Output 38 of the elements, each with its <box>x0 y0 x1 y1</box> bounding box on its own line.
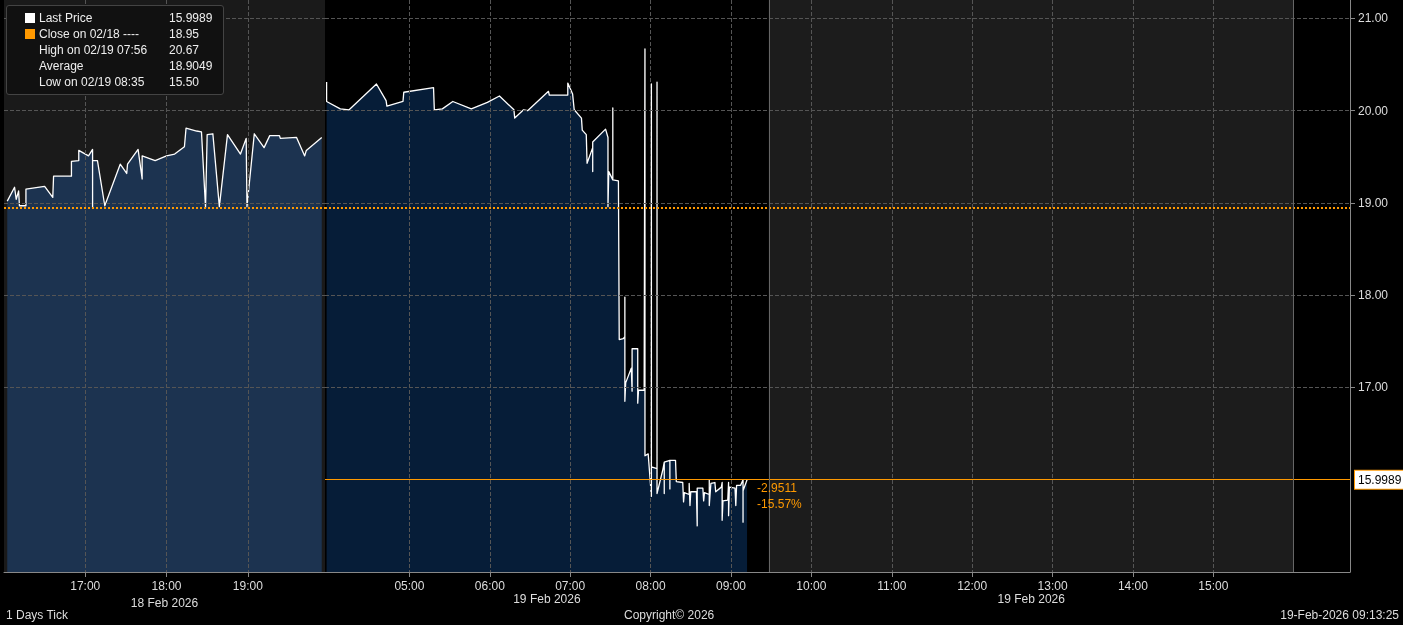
x-tick-label: 09:00 <box>715 579 747 593</box>
annotation: 20.67 <box>169 42 200 58</box>
x-tick-label: 12:00 <box>957 579 988 593</box>
text: Copyright© 2026 <box>624 608 715 622</box>
annotation: 15.9989 <box>169 10 213 26</box>
x-tick-label: 14:00 <box>1117 579 1149 593</box>
annotation: Average <box>39 58 84 74</box>
annotation: Close on 02/18 ---- <box>39 26 140 42</box>
y-tick-label: 17.00 <box>1358 380 1389 395</box>
text: 1 Days Tick <box>6 608 70 622</box>
ref-line-label: 15.9989 <box>1358 472 1402 487</box>
x-tick-label: 08:00 <box>635 579 666 593</box>
annotation: -2.9511 <box>757 480 798 495</box>
x-tick-label: 18:00 <box>151 579 182 593</box>
legend-label: Last Price <box>39 10 93 26</box>
annotation: 18.9049 <box>169 58 213 74</box>
x-tick-label: 19:00 <box>232 579 264 593</box>
y-tick-label: 20.00 <box>1358 103 1389 118</box>
x-tick-label: 05:00 <box>394 579 425 593</box>
annotation: 18.95 <box>169 26 200 42</box>
x-axis-title: 18 Feb 2026 <box>130 595 199 610</box>
y-tick-label: 21.00 <box>1358 11 1389 26</box>
y-tick-label: 19.00 <box>1358 195 1389 210</box>
x-tick-label: 10:00 <box>796 579 827 593</box>
annotation: 15.50 <box>169 74 200 90</box>
x-tick-label: 15:00 <box>1198 579 1229 593</box>
x-tick-label: 06:00 <box>474 579 506 593</box>
x-tick-label: 13:00 <box>1037 579 1068 593</box>
annotation: -15.57% <box>757 496 803 511</box>
y-tick-label: 18.00 <box>1358 288 1389 303</box>
x-tick-label: 11:00 <box>877 579 907 593</box>
annotation: High on 02/19 07:56 <box>39 42 148 58</box>
x-tick-label: 17:00 <box>70 579 101 593</box>
text: 19 Feb 2026 <box>997 592 1066 606</box>
x-tick-label: 07:00 <box>555 579 586 593</box>
text: 19 Feb 2026 <box>513 592 581 606</box>
text: 19-Feb-2026 09:13:25 <box>1280 608 1400 622</box>
annotation: Low on 02/19 08:35 <box>39 74 145 90</box>
